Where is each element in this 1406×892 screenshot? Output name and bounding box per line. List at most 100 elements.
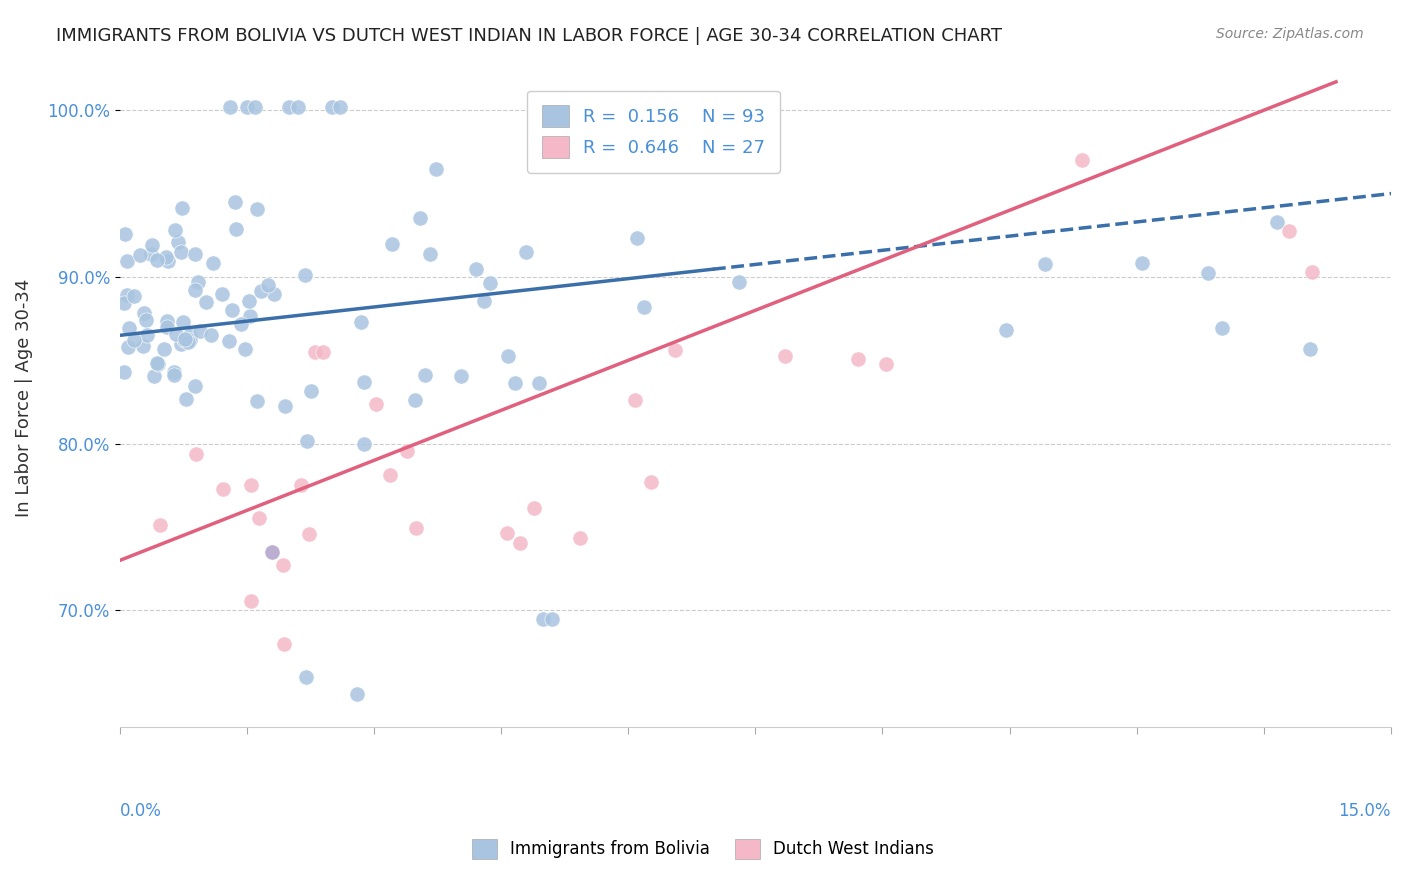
Point xyxy=(211,287,233,301)
Point xyxy=(141,247,163,261)
Point xyxy=(353,437,375,451)
Point xyxy=(156,314,179,328)
Point xyxy=(472,293,495,308)
Point xyxy=(239,309,262,323)
Point xyxy=(238,294,260,309)
Legend: Immigrants from Bolivia, Dutch West Indians: Immigrants from Bolivia, Dutch West Indi… xyxy=(465,832,941,866)
Point xyxy=(503,376,526,390)
Point xyxy=(229,317,252,331)
Point xyxy=(235,100,257,114)
Point xyxy=(155,250,177,264)
Point xyxy=(495,526,517,541)
Point xyxy=(1130,255,1153,269)
Point xyxy=(170,245,193,260)
Point xyxy=(143,368,166,383)
Point xyxy=(381,236,404,251)
Point xyxy=(1265,215,1288,229)
Point xyxy=(122,333,145,347)
Point xyxy=(464,261,486,276)
Point xyxy=(273,558,295,572)
Point xyxy=(994,323,1017,337)
Point xyxy=(135,328,157,343)
Point xyxy=(380,468,402,483)
Point xyxy=(413,368,436,383)
Point xyxy=(304,345,326,359)
Point xyxy=(509,535,531,549)
Point xyxy=(263,286,285,301)
Y-axis label: In Labor Force | Age 30-34: In Labor Force | Age 30-34 xyxy=(15,278,32,517)
Point xyxy=(773,349,796,363)
Point xyxy=(212,482,235,496)
Point xyxy=(626,231,648,245)
Point xyxy=(1033,256,1056,270)
Point xyxy=(274,399,297,413)
Point xyxy=(425,162,447,177)
Point xyxy=(201,256,224,270)
Point xyxy=(115,254,138,268)
Point xyxy=(1301,265,1323,279)
Point xyxy=(149,518,172,533)
Point xyxy=(170,337,193,351)
Point xyxy=(195,295,218,310)
Point xyxy=(479,277,502,291)
Point xyxy=(173,332,195,346)
Point xyxy=(114,227,136,241)
Point xyxy=(353,375,375,389)
Point xyxy=(247,511,270,525)
Point xyxy=(240,594,263,608)
Point xyxy=(278,100,301,114)
Point xyxy=(321,100,343,114)
Point xyxy=(294,268,316,283)
Point xyxy=(200,327,222,342)
Point xyxy=(184,378,207,392)
Point xyxy=(541,612,564,626)
Point xyxy=(257,278,280,293)
Point xyxy=(141,238,163,252)
Point xyxy=(409,211,432,226)
Point xyxy=(727,275,749,289)
Point xyxy=(233,342,256,356)
Point xyxy=(146,252,169,267)
Point xyxy=(165,223,187,237)
Point xyxy=(163,368,186,382)
Point xyxy=(184,283,207,297)
Text: IMMIGRANTS FROM BOLIVIA VS DUTCH WEST INDIAN IN LABOR FORCE | AGE 30-34 CORRELAT: IMMIGRANTS FROM BOLIVIA VS DUTCH WEST IN… xyxy=(56,27,1002,45)
Point xyxy=(117,341,139,355)
Point xyxy=(301,384,323,398)
Point xyxy=(146,357,169,371)
Point xyxy=(240,478,263,492)
Point xyxy=(523,500,546,515)
Point xyxy=(225,222,247,236)
Point xyxy=(218,100,240,114)
Point xyxy=(640,475,662,490)
Point xyxy=(395,443,418,458)
Point xyxy=(346,687,368,701)
Point xyxy=(295,670,318,684)
Point xyxy=(190,325,212,339)
Point xyxy=(875,357,897,371)
Point xyxy=(172,201,194,215)
Point xyxy=(287,100,309,114)
Point xyxy=(846,351,869,366)
Point xyxy=(1211,321,1233,335)
Point xyxy=(174,392,197,406)
Point xyxy=(135,313,157,327)
Point xyxy=(419,247,441,261)
Point xyxy=(349,315,371,329)
Point xyxy=(664,343,686,357)
Point xyxy=(157,254,180,268)
Point xyxy=(515,244,537,259)
Point xyxy=(568,531,591,545)
Point xyxy=(633,300,655,314)
Point xyxy=(527,376,550,391)
Point xyxy=(132,306,155,320)
Point xyxy=(179,327,201,342)
Point xyxy=(364,397,387,411)
Point xyxy=(221,303,243,318)
Point xyxy=(245,100,267,114)
Point xyxy=(187,275,209,289)
Point xyxy=(177,334,200,349)
Text: Source: ZipAtlas.com: Source: ZipAtlas.com xyxy=(1216,27,1364,41)
Point xyxy=(163,365,186,379)
Point xyxy=(329,100,352,114)
